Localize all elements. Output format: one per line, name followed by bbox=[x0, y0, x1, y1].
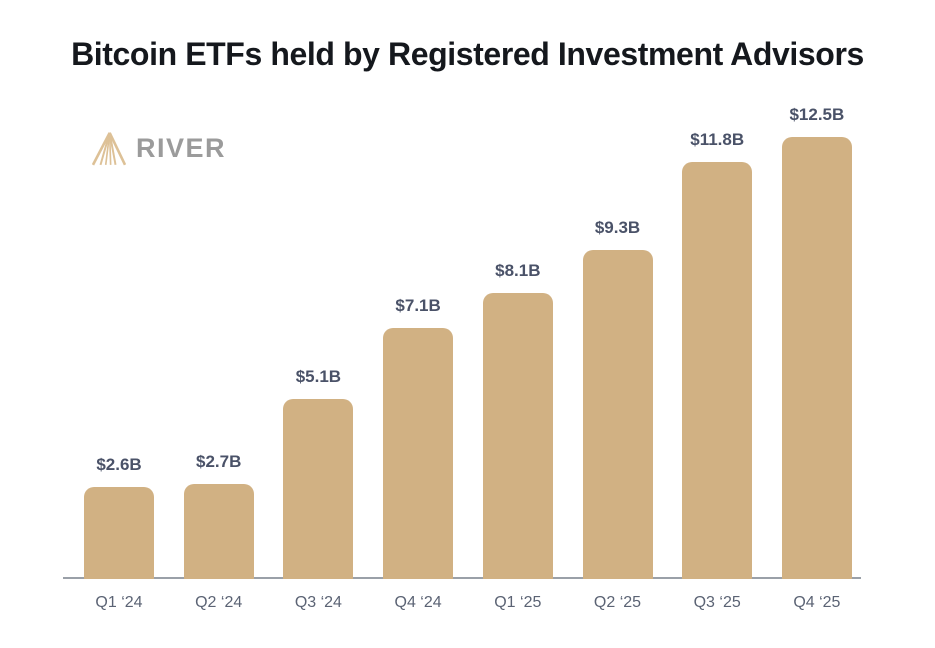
bar bbox=[383, 327, 454, 579]
x-axis-label: Q1 ‘25 bbox=[494, 594, 542, 611]
bar-chart: $2.6B Q1 ‘24 $2.7B Q2 ‘24 $5.1B Q3 ‘24 $7.1B Q4… bbox=[63, 0, 861, 611]
x-axis-label: Q2 ‘24 bbox=[195, 594, 243, 611]
x-axis-label: Q3 ‘25 bbox=[693, 594, 741, 611]
x-axis-label: Q3 ‘24 bbox=[294, 594, 342, 611]
x-axis-label: Q4 ‘25 bbox=[793, 594, 841, 611]
bar-value-label: $12.5B bbox=[789, 105, 845, 124]
bar bbox=[84, 487, 154, 579]
bar-value-label: $7.1B bbox=[395, 295, 441, 315]
x-axis-label: Q4 ‘24 bbox=[394, 594, 442, 611]
bar bbox=[482, 292, 553, 579]
bar-value-label: $2.7B bbox=[196, 451, 242, 471]
chart-title: Bitcoin ETFs held by Registered Investme… bbox=[71, 36, 864, 72]
bar bbox=[283, 398, 354, 579]
bar-value-label: $11.8B bbox=[690, 129, 745, 149]
bar bbox=[682, 161, 753, 579]
river-logo: RIVER bbox=[92, 130, 226, 167]
bar bbox=[781, 137, 852, 579]
x-axis-label: Q2 ‘25 bbox=[593, 594, 642, 611]
bar-value-label: $2.6B bbox=[96, 455, 142, 475]
bar-value-label: $5.1B bbox=[295, 366, 342, 386]
bar-value-label: $8.1B bbox=[495, 260, 541, 280]
x-axis-line bbox=[63, 577, 861, 579]
bar bbox=[183, 483, 254, 579]
river-mountain-icon bbox=[92, 132, 126, 166]
x-axis-label: Q1 ‘24 bbox=[95, 594, 143, 611]
river-logo-text: RIVER bbox=[136, 133, 227, 163]
bar-value-label: $9.3B bbox=[594, 218, 641, 238]
bar bbox=[582, 250, 653, 579]
